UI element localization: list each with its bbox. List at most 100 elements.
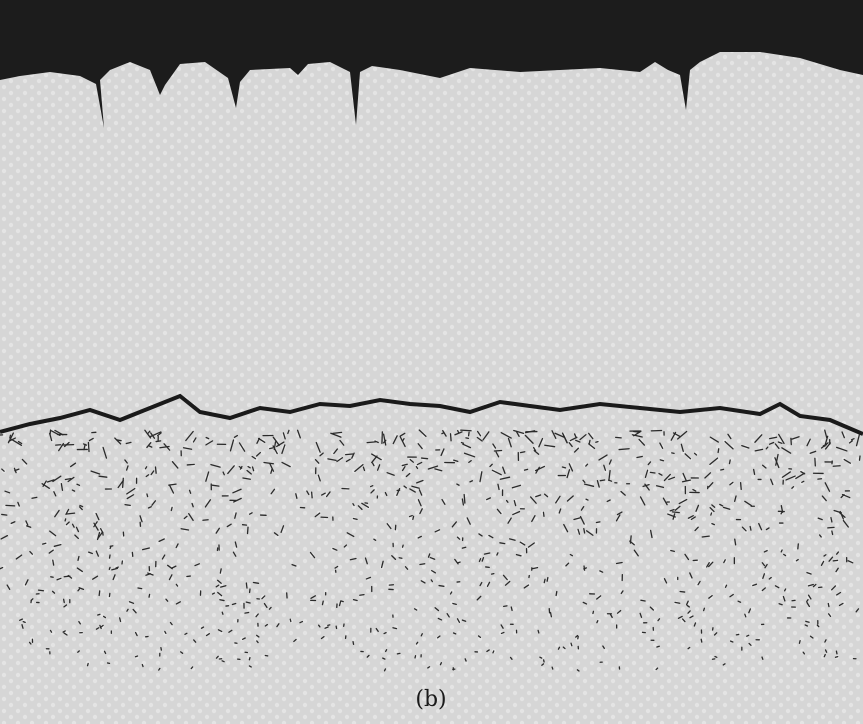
speck — [599, 570, 604, 573]
speck — [53, 491, 57, 497]
speck — [719, 503, 724, 507]
speck — [233, 497, 242, 503]
speck — [339, 439, 345, 446]
speck — [709, 457, 719, 466]
speck — [843, 458, 852, 464]
speck — [519, 451, 526, 454]
speck — [680, 443, 684, 452]
speck — [504, 580, 511, 586]
speck — [263, 461, 275, 465]
speck — [4, 490, 11, 494]
speck — [636, 455, 643, 459]
speck — [232, 488, 242, 494]
speck — [482, 431, 490, 441]
speck — [41, 542, 47, 545]
speck — [49, 432, 53, 442]
speck — [466, 517, 471, 525]
speck — [66, 512, 76, 515]
speck — [681, 479, 691, 483]
speck — [296, 429, 301, 439]
speck — [644, 469, 649, 479]
speck — [538, 437, 544, 448]
speck — [663, 473, 671, 482]
speck — [211, 484, 220, 487]
speck — [807, 594, 812, 600]
speck — [723, 559, 726, 564]
speck — [141, 547, 151, 551]
speck — [117, 479, 124, 489]
speck — [148, 593, 151, 598]
speck — [817, 517, 823, 521]
speck — [570, 642, 573, 647]
speck — [752, 468, 756, 476]
speck — [539, 656, 543, 659]
speck — [842, 519, 849, 528]
speck — [658, 472, 663, 476]
speck — [575, 439, 581, 443]
speck — [620, 590, 624, 595]
speck — [777, 441, 783, 444]
speck — [366, 654, 370, 658]
speck — [246, 469, 252, 475]
speck — [77, 650, 80, 653]
speck — [783, 553, 787, 557]
speck — [782, 595, 786, 602]
speck — [763, 549, 768, 553]
speck — [321, 600, 324, 606]
speck — [293, 638, 297, 643]
speck — [513, 429, 525, 434]
speck — [398, 557, 403, 559]
speck — [667, 513, 676, 518]
speck — [386, 472, 395, 476]
speck — [727, 433, 732, 440]
speck — [434, 468, 443, 472]
speck — [346, 532, 355, 538]
speck — [0, 566, 4, 570]
speck — [145, 474, 150, 478]
speck — [233, 434, 239, 438]
speck — [242, 477, 251, 480]
speck — [531, 514, 536, 523]
speck — [824, 639, 827, 643]
speck — [616, 609, 622, 614]
speck — [78, 587, 85, 590]
speck — [615, 514, 621, 522]
speck — [65, 521, 70, 526]
speck — [568, 442, 573, 448]
speck — [281, 461, 291, 468]
speck — [359, 593, 365, 596]
speck — [687, 610, 691, 614]
speck — [383, 668, 387, 672]
speck — [744, 613, 747, 618]
speck — [609, 613, 613, 619]
speck — [707, 561, 714, 568]
speck — [511, 484, 522, 489]
speck — [362, 466, 366, 472]
speck — [583, 565, 586, 571]
speck — [191, 502, 194, 508]
speck — [761, 464, 767, 469]
speck — [583, 483, 595, 487]
speck — [19, 618, 23, 621]
speck — [461, 546, 467, 549]
speck — [509, 656, 513, 660]
speck — [616, 511, 623, 516]
speck — [500, 624, 504, 629]
speck — [409, 458, 414, 463]
speck — [778, 433, 785, 445]
speck — [248, 656, 251, 661]
speck — [615, 561, 623, 565]
speck — [562, 646, 566, 650]
speck — [427, 666, 431, 669]
speck — [132, 608, 137, 614]
speck — [150, 470, 155, 476]
speck — [256, 634, 260, 638]
speck — [492, 443, 497, 449]
speck — [557, 646, 561, 650]
speck — [839, 510, 845, 520]
speck — [67, 476, 75, 483]
speck — [533, 446, 537, 452]
speck — [832, 559, 839, 562]
speck — [102, 615, 107, 619]
speck — [148, 445, 153, 448]
